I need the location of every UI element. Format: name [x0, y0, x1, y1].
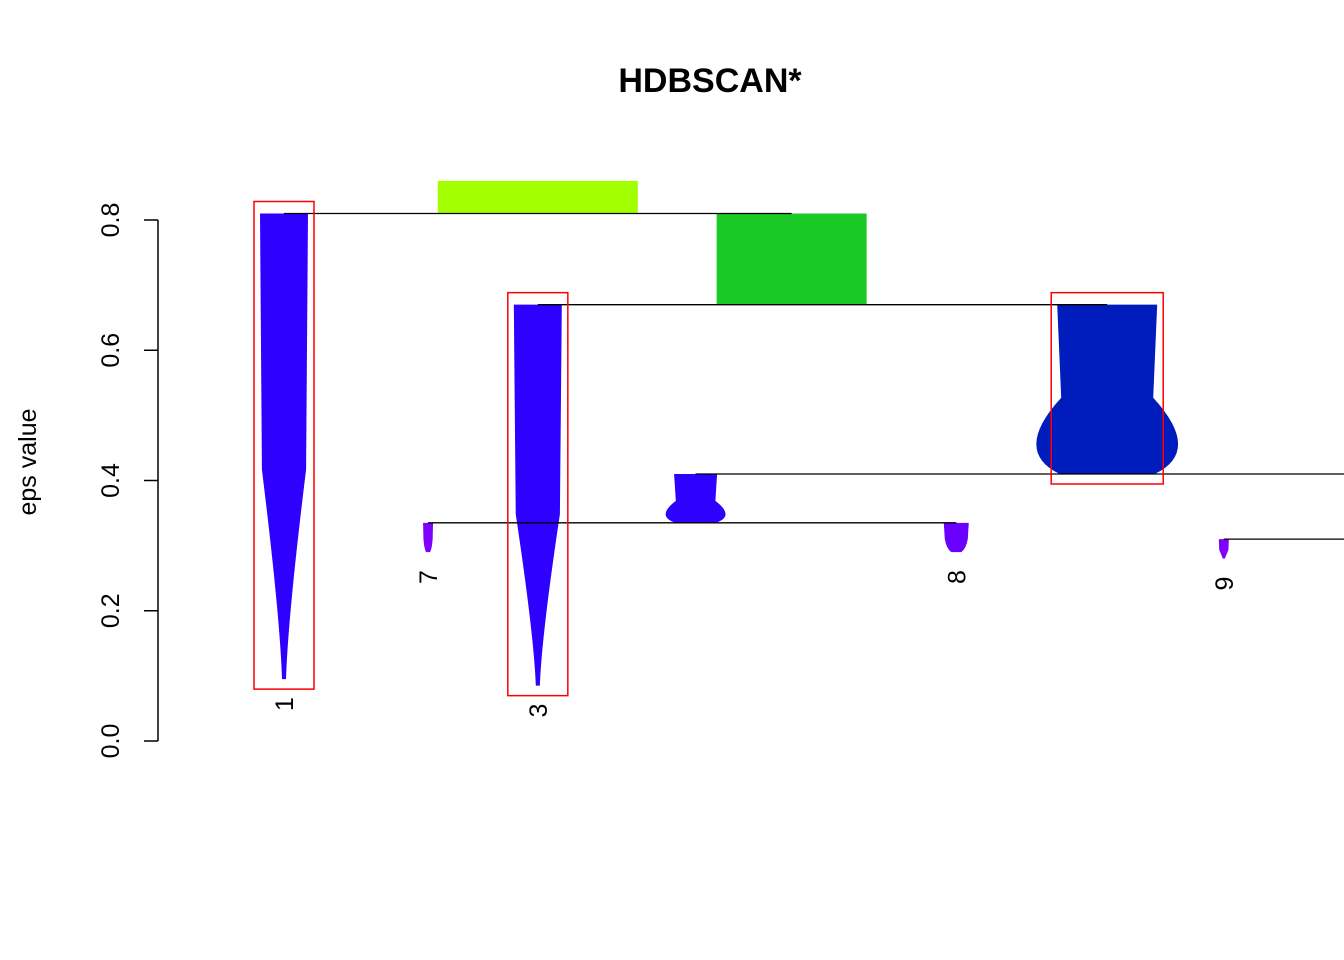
- chart-title: HDBSCAN*: [618, 62, 802, 100]
- selections: [253, 200, 1164, 697]
- leaf-label-3: 3: [525, 704, 553, 718]
- y-axis-label: eps value: [14, 408, 42, 515]
- y-axis: 0.0 0.2 0.4 0.6 0.8: [97, 203, 159, 759]
- cluster-7: [423, 522, 434, 553]
- leaf-label-7: 7: [415, 570, 443, 584]
- y-tick-label: 0.0: [97, 724, 125, 759]
- leaf-label-9: 9: [1211, 577, 1239, 591]
- connectors: [284, 212, 1344, 540]
- y-tick-label: 0.2: [97, 593, 125, 628]
- cluster-tree: [260, 180, 1229, 686]
- cluster-2: [716, 213, 867, 305]
- cluster-9: [1218, 539, 1229, 559]
- selection-box-3: [507, 291, 569, 697]
- selection-box-1: [253, 200, 315, 690]
- y-tick-label: 0.4: [97, 463, 125, 498]
- leaf-label-1: 1: [271, 697, 299, 711]
- cluster-1: [260, 213, 308, 680]
- leaf-labels: 1378910: [271, 570, 1239, 718]
- cluster-root: [437, 180, 638, 214]
- y-tick-label: 0.8: [97, 203, 125, 238]
- leaf-label-8: 8: [943, 570, 971, 584]
- selection-box-4: [1050, 291, 1164, 485]
- cluster-3: [513, 304, 562, 686]
- cluster-8: [943, 522, 969, 553]
- y-tick-label: 0.6: [97, 333, 125, 368]
- cluster-5: [665, 473, 726, 523]
- cluster-4: [1036, 304, 1179, 474]
